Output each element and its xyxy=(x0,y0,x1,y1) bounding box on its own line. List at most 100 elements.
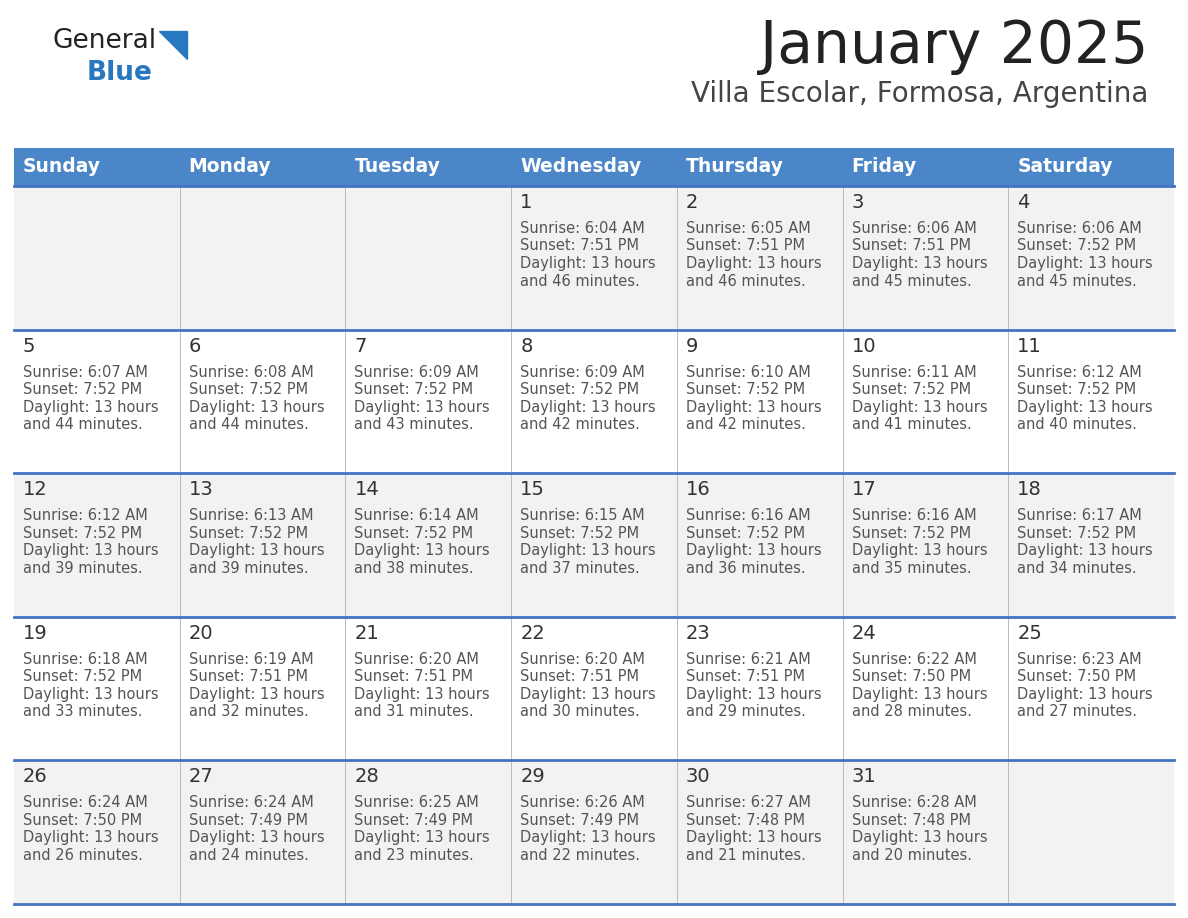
Text: and 26 minutes.: and 26 minutes. xyxy=(23,848,143,863)
Text: Sunset: 7:52 PM: Sunset: 7:52 PM xyxy=(189,382,308,397)
Text: Tuesday: Tuesday xyxy=(354,158,441,176)
Text: 14: 14 xyxy=(354,480,379,499)
Text: Daylight: 13 hours: Daylight: 13 hours xyxy=(1017,256,1152,271)
Text: Daylight: 13 hours: Daylight: 13 hours xyxy=(354,687,491,701)
Text: Sunset: 7:51 PM: Sunset: 7:51 PM xyxy=(852,239,971,253)
Polygon shape xyxy=(159,31,187,59)
Text: 25: 25 xyxy=(1017,624,1042,643)
Text: Sunset: 7:52 PM: Sunset: 7:52 PM xyxy=(354,526,474,541)
Text: Sunrise: 6:27 AM: Sunrise: 6:27 AM xyxy=(685,795,810,811)
Text: and 27 minutes.: and 27 minutes. xyxy=(1017,704,1137,720)
Text: and 22 minutes.: and 22 minutes. xyxy=(520,848,640,863)
Text: Daylight: 13 hours: Daylight: 13 hours xyxy=(852,256,987,271)
Text: Sunset: 7:51 PM: Sunset: 7:51 PM xyxy=(354,669,474,684)
Text: Saturday: Saturday xyxy=(1017,158,1113,176)
Text: and 30 minutes.: and 30 minutes. xyxy=(520,704,640,720)
Text: and 46 minutes.: and 46 minutes. xyxy=(520,274,640,288)
Text: Sunset: 7:50 PM: Sunset: 7:50 PM xyxy=(852,669,971,684)
Text: Daylight: 13 hours: Daylight: 13 hours xyxy=(189,399,324,415)
Text: Sunrise: 6:09 AM: Sunrise: 6:09 AM xyxy=(354,364,479,380)
Text: Monday: Monday xyxy=(189,158,271,176)
Text: Sunset: 7:52 PM: Sunset: 7:52 PM xyxy=(23,526,143,541)
Text: January 2025: January 2025 xyxy=(759,18,1148,75)
Text: Sunrise: 6:12 AM: Sunrise: 6:12 AM xyxy=(1017,364,1142,380)
FancyBboxPatch shape xyxy=(14,330,1174,473)
Text: 17: 17 xyxy=(852,480,877,499)
Text: Sunset: 7:52 PM: Sunset: 7:52 PM xyxy=(520,382,639,397)
Text: Sunrise: 6:22 AM: Sunrise: 6:22 AM xyxy=(852,652,977,666)
Text: Sunset: 7:52 PM: Sunset: 7:52 PM xyxy=(685,382,805,397)
Text: Sunset: 7:50 PM: Sunset: 7:50 PM xyxy=(23,813,143,828)
Text: Daylight: 13 hours: Daylight: 13 hours xyxy=(852,543,987,558)
Text: Wednesday: Wednesday xyxy=(520,158,642,176)
Text: Sunset: 7:52 PM: Sunset: 7:52 PM xyxy=(685,526,805,541)
Text: 1: 1 xyxy=(520,193,532,212)
Text: Sunrise: 6:06 AM: Sunrise: 6:06 AM xyxy=(852,221,977,236)
Text: Daylight: 13 hours: Daylight: 13 hours xyxy=(23,543,159,558)
Text: and 24 minutes.: and 24 minutes. xyxy=(189,848,309,863)
Text: Sunrise: 6:20 AM: Sunrise: 6:20 AM xyxy=(354,652,479,666)
Text: Daylight: 13 hours: Daylight: 13 hours xyxy=(189,831,324,845)
Text: Blue: Blue xyxy=(87,60,153,86)
Text: and 45 minutes.: and 45 minutes. xyxy=(852,274,972,288)
Text: Sunrise: 6:13 AM: Sunrise: 6:13 AM xyxy=(189,509,314,523)
Text: Sunset: 7:48 PM: Sunset: 7:48 PM xyxy=(685,813,804,828)
Text: 9: 9 xyxy=(685,337,699,355)
FancyBboxPatch shape xyxy=(14,473,1174,617)
Text: 27: 27 xyxy=(189,767,214,787)
Text: Sunrise: 6:09 AM: Sunrise: 6:09 AM xyxy=(520,364,645,380)
Text: Sunrise: 6:11 AM: Sunrise: 6:11 AM xyxy=(852,364,977,380)
Text: 5: 5 xyxy=(23,337,36,355)
Text: Sunrise: 6:20 AM: Sunrise: 6:20 AM xyxy=(520,652,645,666)
Text: 22: 22 xyxy=(520,624,545,643)
Text: 26: 26 xyxy=(23,767,48,787)
Text: Daylight: 13 hours: Daylight: 13 hours xyxy=(23,687,159,701)
Text: Sunrise: 6:08 AM: Sunrise: 6:08 AM xyxy=(189,364,314,380)
Text: Sunrise: 6:28 AM: Sunrise: 6:28 AM xyxy=(852,795,977,811)
Text: 18: 18 xyxy=(1017,480,1042,499)
Text: Sunset: 7:52 PM: Sunset: 7:52 PM xyxy=(1017,526,1137,541)
Text: 12: 12 xyxy=(23,480,48,499)
FancyBboxPatch shape xyxy=(14,186,1174,330)
Text: 16: 16 xyxy=(685,480,710,499)
Text: 28: 28 xyxy=(354,767,379,787)
Text: 7: 7 xyxy=(354,337,367,355)
Text: Sunrise: 6:24 AM: Sunrise: 6:24 AM xyxy=(189,795,314,811)
Text: Sunset: 7:49 PM: Sunset: 7:49 PM xyxy=(520,813,639,828)
Text: Sunset: 7:52 PM: Sunset: 7:52 PM xyxy=(189,526,308,541)
Text: Sunset: 7:52 PM: Sunset: 7:52 PM xyxy=(520,526,639,541)
Text: and 33 minutes.: and 33 minutes. xyxy=(23,704,143,720)
FancyBboxPatch shape xyxy=(14,148,1174,186)
Text: 3: 3 xyxy=(852,193,864,212)
Text: and 39 minutes.: and 39 minutes. xyxy=(189,561,309,576)
Text: General: General xyxy=(52,28,156,54)
Text: and 23 minutes.: and 23 minutes. xyxy=(354,848,474,863)
Text: Daylight: 13 hours: Daylight: 13 hours xyxy=(685,543,821,558)
Text: and 40 minutes.: and 40 minutes. xyxy=(1017,417,1137,432)
Text: Sunrise: 6:14 AM: Sunrise: 6:14 AM xyxy=(354,509,479,523)
Text: and 35 minutes.: and 35 minutes. xyxy=(852,561,972,576)
Text: Sunrise: 6:04 AM: Sunrise: 6:04 AM xyxy=(520,221,645,236)
Text: 29: 29 xyxy=(520,767,545,787)
Text: Sunrise: 6:07 AM: Sunrise: 6:07 AM xyxy=(23,364,147,380)
Text: Sunset: 7:52 PM: Sunset: 7:52 PM xyxy=(1017,239,1137,253)
Text: Sunset: 7:51 PM: Sunset: 7:51 PM xyxy=(685,669,804,684)
Text: Daylight: 13 hours: Daylight: 13 hours xyxy=(23,399,159,415)
Text: Sunrise: 6:19 AM: Sunrise: 6:19 AM xyxy=(189,652,314,666)
Text: Sunset: 7:52 PM: Sunset: 7:52 PM xyxy=(852,382,971,397)
Text: Sunrise: 6:23 AM: Sunrise: 6:23 AM xyxy=(1017,652,1142,666)
Text: Sunset: 7:52 PM: Sunset: 7:52 PM xyxy=(852,526,971,541)
Text: 31: 31 xyxy=(852,767,877,787)
Text: and 44 minutes.: and 44 minutes. xyxy=(189,417,309,432)
Text: Daylight: 13 hours: Daylight: 13 hours xyxy=(1017,543,1152,558)
Text: and 31 minutes.: and 31 minutes. xyxy=(354,704,474,720)
Text: Sunrise: 6:16 AM: Sunrise: 6:16 AM xyxy=(685,509,810,523)
Text: and 29 minutes.: and 29 minutes. xyxy=(685,704,805,720)
Text: 20: 20 xyxy=(189,624,214,643)
Text: 10: 10 xyxy=(852,337,877,355)
Text: 11: 11 xyxy=(1017,337,1042,355)
Text: Sunset: 7:51 PM: Sunset: 7:51 PM xyxy=(520,239,639,253)
Text: 6: 6 xyxy=(189,337,201,355)
Text: Daylight: 13 hours: Daylight: 13 hours xyxy=(852,399,987,415)
Text: Daylight: 13 hours: Daylight: 13 hours xyxy=(189,687,324,701)
